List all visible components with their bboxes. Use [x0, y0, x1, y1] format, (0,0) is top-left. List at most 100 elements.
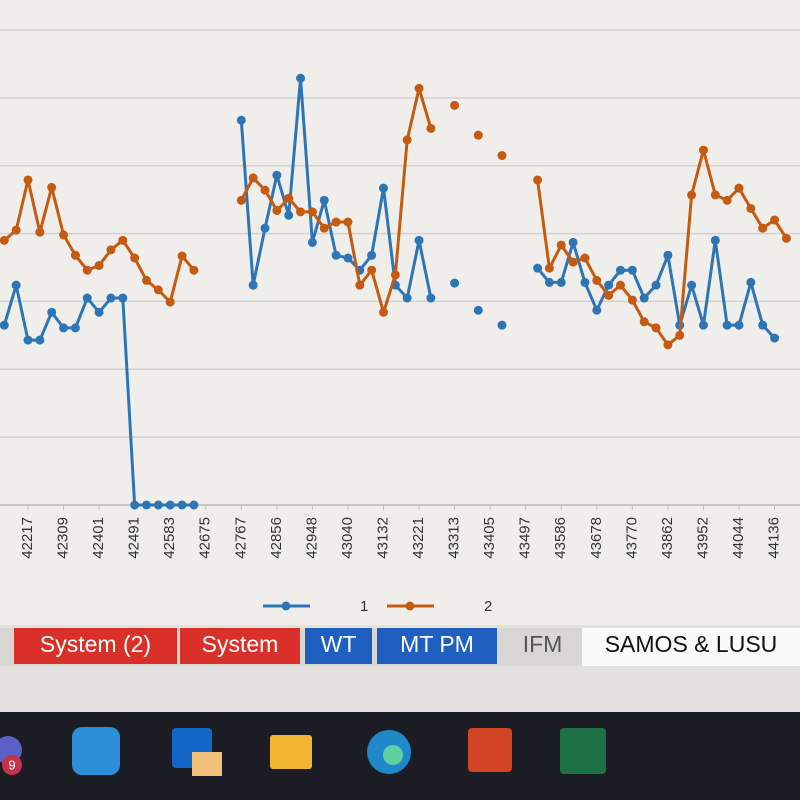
marker — [533, 263, 543, 273]
marker — [70, 250, 80, 260]
sheet-tab[interactable] — [582, 628, 800, 666]
marker — [402, 135, 412, 145]
sheet-tab-label[interactable]: MT PM — [400, 631, 474, 657]
marker — [639, 293, 649, 303]
marker — [153, 285, 163, 295]
x-tick-label: 44136 — [766, 517, 783, 559]
marker — [319, 223, 329, 233]
x-tick-label: 43586 — [552, 517, 569, 559]
marker — [343, 217, 353, 227]
x-tick-label: 43770 — [623, 517, 640, 559]
marker — [296, 73, 306, 83]
marker — [651, 323, 661, 333]
x-tick-label: 42217 — [19, 517, 36, 559]
marker — [0, 235, 9, 245]
marker — [260, 185, 270, 195]
x-tick-label: 42767 — [232, 517, 249, 559]
marker — [0, 320, 9, 330]
series-line — [536, 148, 788, 347]
marker — [47, 182, 57, 192]
marker — [177, 500, 187, 510]
marker — [236, 195, 246, 205]
explorer-icon[interactable] — [270, 735, 312, 769]
marker — [426, 293, 436, 303]
app-icon[interactable] — [72, 727, 120, 775]
marker — [604, 280, 614, 290]
marker — [698, 320, 708, 330]
marker — [296, 207, 306, 217]
x-tick-label: 42491 — [126, 517, 143, 559]
marker — [414, 83, 424, 93]
marker — [402, 293, 412, 303]
marker — [236, 115, 246, 125]
marker — [189, 500, 199, 510]
marker — [722, 195, 732, 205]
excel-icon[interactable] — [560, 728, 606, 774]
sheet-tab-label[interactable]: System (2) — [40, 631, 151, 657]
badge — [2, 755, 22, 775]
x-tick-label: 43678 — [588, 517, 605, 559]
marker — [580, 277, 590, 287]
marker — [616, 265, 625, 275]
marker — [307, 237, 317, 247]
marker — [604, 290, 614, 300]
legend-marker — [405, 601, 415, 611]
marker — [319, 195, 329, 205]
marker — [746, 277, 756, 287]
marker — [734, 183, 744, 193]
marker — [450, 100, 460, 110]
marker — [627, 265, 637, 275]
marker — [533, 175, 543, 185]
marker — [106, 293, 116, 303]
x-tick-label: 42856 — [268, 517, 285, 559]
marker — [414, 235, 424, 245]
marker — [94, 260, 104, 270]
marker — [248, 173, 258, 183]
marker — [343, 253, 353, 263]
sheet-tab[interactable] — [180, 628, 300, 664]
marker — [70, 323, 80, 333]
x-tick-label: 43313 — [446, 517, 463, 559]
sheet-tab-label[interactable]: IFM — [523, 631, 563, 657]
marker — [59, 230, 69, 240]
marker — [82, 293, 92, 303]
sheet-tab[interactable] — [377, 628, 497, 664]
marker — [260, 223, 270, 233]
marker — [165, 297, 175, 307]
marker — [758, 223, 768, 233]
marker — [497, 151, 507, 161]
powerpoint-icon[interactable] — [468, 728, 512, 772]
x-tick-label: 42309 — [55, 517, 72, 559]
marker — [82, 265, 92, 275]
marker — [379, 307, 388, 317]
marker — [272, 170, 282, 180]
marker — [592, 305, 602, 315]
marker — [59, 323, 69, 333]
sheet-tab[interactable] — [305, 628, 372, 664]
marker — [568, 237, 578, 247]
marker — [675, 330, 685, 340]
x-tick-label: 42583 — [161, 517, 178, 559]
marker — [580, 253, 590, 263]
marker — [23, 175, 33, 185]
marker — [651, 280, 661, 290]
marker — [177, 251, 187, 261]
marker — [568, 257, 578, 267]
x-tick-label: 44044 — [730, 517, 747, 559]
marker — [379, 183, 388, 193]
marker — [35, 335, 45, 345]
marker — [544, 277, 554, 287]
marker — [698, 145, 708, 155]
marker — [627, 295, 637, 305]
sheet-tab-label[interactable]: WT — [321, 631, 357, 657]
marker — [734, 320, 744, 330]
marker — [142, 275, 151, 285]
x-tick-label: 43040 — [339, 517, 356, 559]
marker — [284, 210, 294, 220]
sheet-tab[interactable] — [14, 628, 177, 664]
sheet-tab-label[interactable]: System — [202, 631, 279, 657]
marker — [272, 206, 282, 215]
sheet-tab-label[interactable]: SAMOS & LUSU — [605, 631, 778, 657]
legend-marker — [281, 601, 291, 611]
